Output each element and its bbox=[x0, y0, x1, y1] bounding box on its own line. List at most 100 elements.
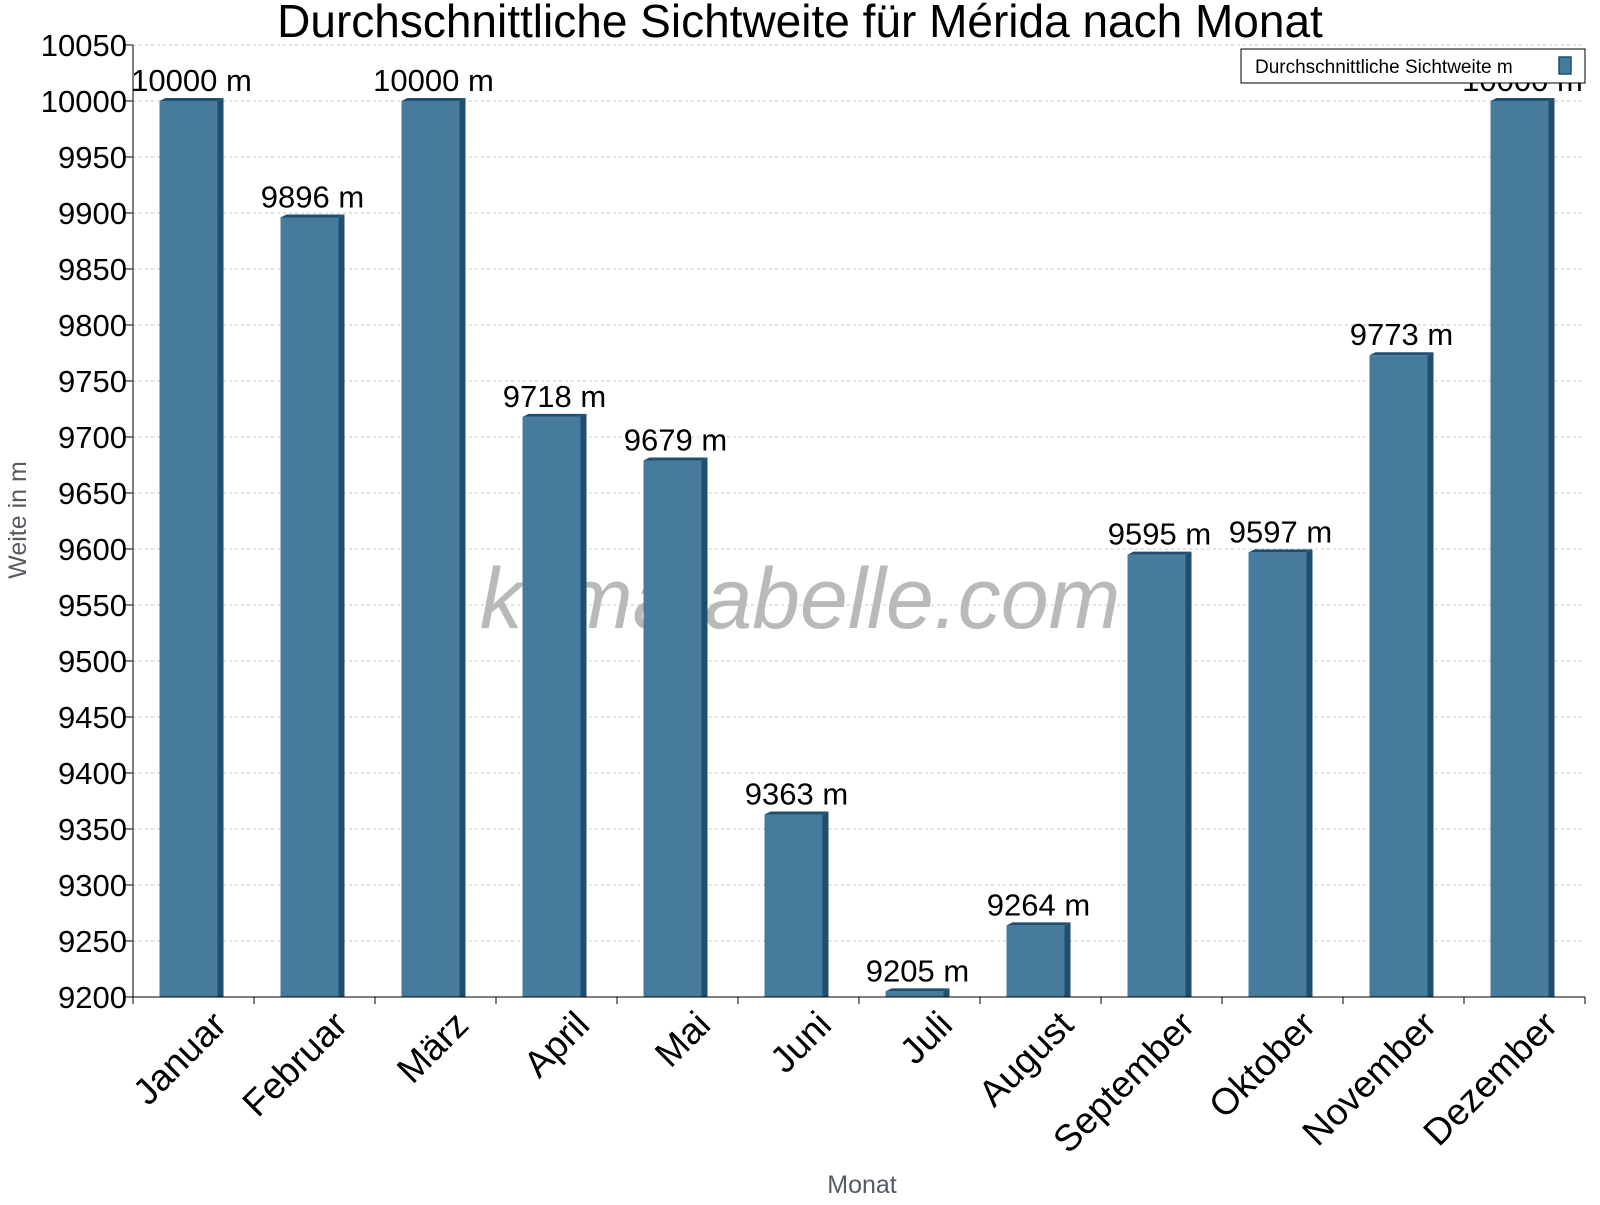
data-label: 9679 m bbox=[624, 423, 727, 458]
bar-januar bbox=[159, 98, 224, 997]
bar bbox=[1006, 925, 1065, 997]
bar bbox=[1127, 554, 1186, 997]
data-label: 9718 m bbox=[503, 379, 606, 414]
y-tick-label: 9900 bbox=[58, 196, 127, 231]
bar-top bbox=[522, 413, 587, 417]
bar-oktober bbox=[1248, 549, 1313, 997]
bar-august bbox=[1006, 922, 1071, 997]
bar bbox=[885, 991, 944, 997]
legend: Durchschnittliche Sichtweite m bbox=[1240, 48, 1586, 84]
bar-top bbox=[1248, 549, 1313, 553]
bar bbox=[522, 416, 581, 998]
bar bbox=[401, 101, 460, 997]
bar-side bbox=[580, 413, 587, 998]
data-label: 10000 m bbox=[373, 63, 494, 98]
x-tick-label: Dezember bbox=[1415, 1004, 1565, 1154]
legend-swatch bbox=[1558, 56, 1572, 75]
y-tick-label: 9950 bbox=[58, 140, 127, 175]
y-tick-label: 9350 bbox=[58, 812, 127, 847]
y-tick-label: 9200 bbox=[58, 980, 127, 1015]
bar-side bbox=[1306, 549, 1313, 997]
x-tick-label: April bbox=[516, 1004, 597, 1085]
x-tick-label: Januar bbox=[125, 1004, 234, 1113]
bar-top bbox=[1006, 922, 1071, 926]
y-tick-label: 9450 bbox=[58, 700, 127, 735]
bar bbox=[1490, 101, 1549, 997]
bar bbox=[643, 460, 702, 997]
y-tick-label: 9750 bbox=[58, 364, 127, 399]
data-labels: 10000 m 9896 m 10000 m 9718 m 9679 m 9363 m 92… bbox=[131, 63, 1583, 988]
data-label: 9264 m bbox=[987, 887, 1090, 922]
bar-side bbox=[1185, 551, 1192, 997]
x-tick-label: Juli bbox=[892, 1004, 960, 1072]
y-tick-label: 10050 bbox=[41, 28, 127, 63]
bar bbox=[280, 217, 339, 998]
bar-top bbox=[280, 214, 345, 218]
x-tick-label: Mai bbox=[647, 1004, 718, 1075]
bar-november bbox=[1369, 352, 1434, 997]
y-tick-label: 9550 bbox=[58, 588, 127, 623]
x-tick-label: Juni bbox=[762, 1004, 839, 1081]
bar-side bbox=[701, 457, 708, 997]
bar-top bbox=[1369, 352, 1434, 356]
bar-top bbox=[643, 457, 708, 461]
x-tick-label: Oktober bbox=[1201, 1004, 1323, 1126]
y-axis-label: Weite in m bbox=[4, 461, 32, 579]
bar-juli bbox=[885, 988, 950, 997]
y-tick-label: 9250 bbox=[58, 924, 127, 959]
y-tick-label: 9650 bbox=[58, 476, 127, 511]
bar-side bbox=[943, 988, 950, 997]
bar bbox=[1248, 552, 1307, 997]
bar-top bbox=[159, 98, 224, 101]
data-label: 9896 m bbox=[261, 179, 364, 214]
bar-side bbox=[217, 98, 224, 997]
bar-märz bbox=[401, 98, 466, 997]
x-tick-label: Februar bbox=[235, 1004, 356, 1125]
y-tick-label: 9850 bbox=[58, 252, 127, 287]
x-axis-label: Monat bbox=[827, 1171, 897, 1199]
y-tick-label: 10000 bbox=[41, 84, 127, 119]
watermark: klimatabelle.com bbox=[480, 551, 1120, 647]
data-label: 9595 m bbox=[1108, 517, 1211, 552]
bar-top bbox=[401, 98, 466, 101]
y-tick-label: 9300 bbox=[58, 868, 127, 903]
bar-side bbox=[1427, 352, 1434, 997]
bar-februar bbox=[280, 214, 345, 998]
bar-side bbox=[1064, 922, 1071, 997]
data-label: 9597 m bbox=[1229, 514, 1332, 549]
y-tick-label: 9500 bbox=[58, 644, 127, 679]
y-tick-label: 9600 bbox=[58, 532, 127, 567]
bar-top bbox=[885, 988, 950, 992]
data-label: 9205 m bbox=[866, 953, 969, 988]
y-tick-label: 9700 bbox=[58, 420, 127, 455]
bar-mai bbox=[643, 457, 708, 997]
y-tick-label: 9800 bbox=[58, 308, 127, 343]
legend-box bbox=[1240, 48, 1586, 84]
bar-top bbox=[1127, 551, 1192, 555]
bar bbox=[159, 101, 218, 997]
bar-side bbox=[822, 811, 829, 997]
gridlines bbox=[133, 44, 1585, 942]
bar-juni bbox=[764, 811, 829, 997]
legend-label: Durchschnittliche Sichtweite m bbox=[1255, 57, 1513, 78]
bar-dezember bbox=[1490, 98, 1555, 997]
bar bbox=[764, 814, 823, 997]
bar-side bbox=[338, 214, 345, 998]
bar-september bbox=[1127, 551, 1192, 997]
bar-side bbox=[459, 98, 466, 997]
x-tick-label: August bbox=[971, 1003, 1082, 1114]
bars bbox=[159, 98, 1555, 998]
data-label: 10000 m bbox=[131, 63, 252, 98]
y-tick-label: 9400 bbox=[58, 756, 127, 791]
bar-top bbox=[1490, 98, 1555, 101]
chart-title: Durchschnittliche Sichtweite für Mérida … bbox=[277, 0, 1323, 47]
bar-side bbox=[1548, 98, 1555, 997]
x-tick-label: März bbox=[389, 1004, 476, 1091]
data-label: 9363 m bbox=[745, 776, 848, 811]
bar bbox=[1369, 355, 1428, 997]
bar-april bbox=[522, 413, 587, 998]
bar-top bbox=[764, 811, 829, 815]
data-label: 9773 m bbox=[1350, 317, 1453, 352]
